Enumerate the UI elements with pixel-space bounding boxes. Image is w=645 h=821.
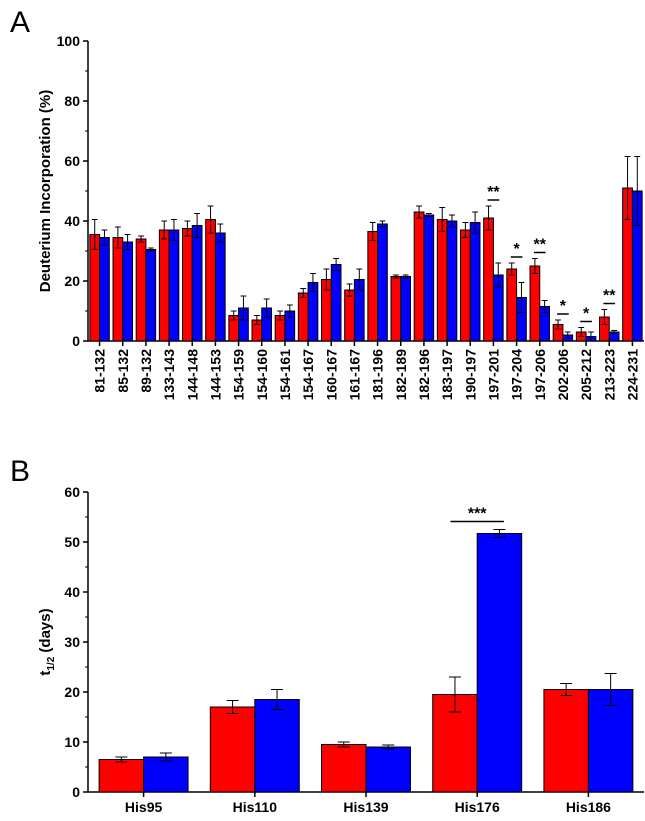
x-tick-label: 160-167 <box>323 349 339 401</box>
bar-series-2 <box>254 699 300 793</box>
y-tick-label: 0 <box>72 784 80 800</box>
x-tick-label: His176 <box>455 799 500 815</box>
x-tick-label: 183-197 <box>439 349 455 401</box>
y-tick-label: 40 <box>64 584 80 600</box>
x-tick-label: 197-201 <box>485 349 501 401</box>
y-tick-label: 0 <box>72 333 80 349</box>
x-tick-label: 154-159 <box>231 349 247 401</box>
significance-label: *** <box>468 506 487 523</box>
x-tick-label: 182-196 <box>416 349 432 401</box>
bar-series-1 <box>543 689 589 793</box>
x-tick-label: His110 <box>233 799 278 815</box>
y-tick-label: 50 <box>64 534 80 550</box>
bar-series-1 <box>209 706 256 793</box>
x-tick-label: 181-196 <box>370 349 386 401</box>
y-tick-label: 100 <box>57 33 81 49</box>
bar-series-2 <box>143 756 189 793</box>
x-tick-label: 85-132 <box>115 349 131 393</box>
significance-label: * <box>560 298 567 315</box>
x-tick-label: His139 <box>343 799 388 815</box>
significance-label: * <box>583 306 590 323</box>
bar-series-2 <box>476 533 523 793</box>
y-axis-title: Deuterium Incorporation (%) <box>37 90 54 293</box>
significance-label: * <box>513 241 520 258</box>
x-tick-label: 197-204 <box>509 349 525 401</box>
bar-series-2 <box>587 689 634 793</box>
x-tick-label: 197-206 <box>532 349 548 401</box>
x-tick-label: 213-223 <box>601 349 617 401</box>
x-tick-label: 202-206 <box>555 349 571 401</box>
bar-series-1 <box>98 759 145 793</box>
x-tick-label: 89-132 <box>138 349 154 393</box>
bar-series-1 <box>432 694 478 793</box>
significance-label: ** <box>534 237 547 254</box>
significance-label: ** <box>603 288 616 305</box>
y-tick-label: 10 <box>64 734 80 750</box>
bar-series-2 <box>365 746 411 793</box>
significance-label: ** <box>487 184 500 201</box>
x-tick-label: 154-161 <box>277 349 293 401</box>
y-tick-label: 80 <box>64 93 80 109</box>
panel-b-letter: B <box>10 455 31 488</box>
x-tick-label: 144-153 <box>207 349 223 401</box>
x-tick-label: 205-212 <box>578 349 594 401</box>
x-tick-label: 161-167 <box>346 349 362 401</box>
y-tick-label: 60 <box>64 484 80 500</box>
x-tick-label: 144-148 <box>184 349 200 401</box>
x-tick-label: 154-160 <box>254 349 270 401</box>
y-tick-label: 30 <box>64 634 80 650</box>
x-tick-label: His95 <box>125 799 163 815</box>
bar-series-1 <box>321 744 367 793</box>
x-tick-label: 154-167 <box>300 349 316 401</box>
y-tick-label: 40 <box>64 213 80 229</box>
panel-a-letter: A <box>10 6 31 39</box>
y-axis-title: t1/2 (days) <box>37 608 57 675</box>
x-tick-label: 133-143 <box>161 349 177 401</box>
y-tick-label: 20 <box>64 273 80 289</box>
x-tick-label: 81-132 <box>92 349 108 393</box>
x-tick-label: 224-231 <box>624 349 640 401</box>
y-tick-label: 60 <box>64 153 80 169</box>
x-tick-label: 190-197 <box>462 349 478 401</box>
y-tick-label: 20 <box>64 684 80 700</box>
x-tick-label: 182-189 <box>393 349 409 401</box>
chart-a: 0 20 40 60 80 100 81-132 85-132 89-132 133-143 144… <box>37 33 644 401</box>
x-tick-label: His186 <box>566 799 611 815</box>
